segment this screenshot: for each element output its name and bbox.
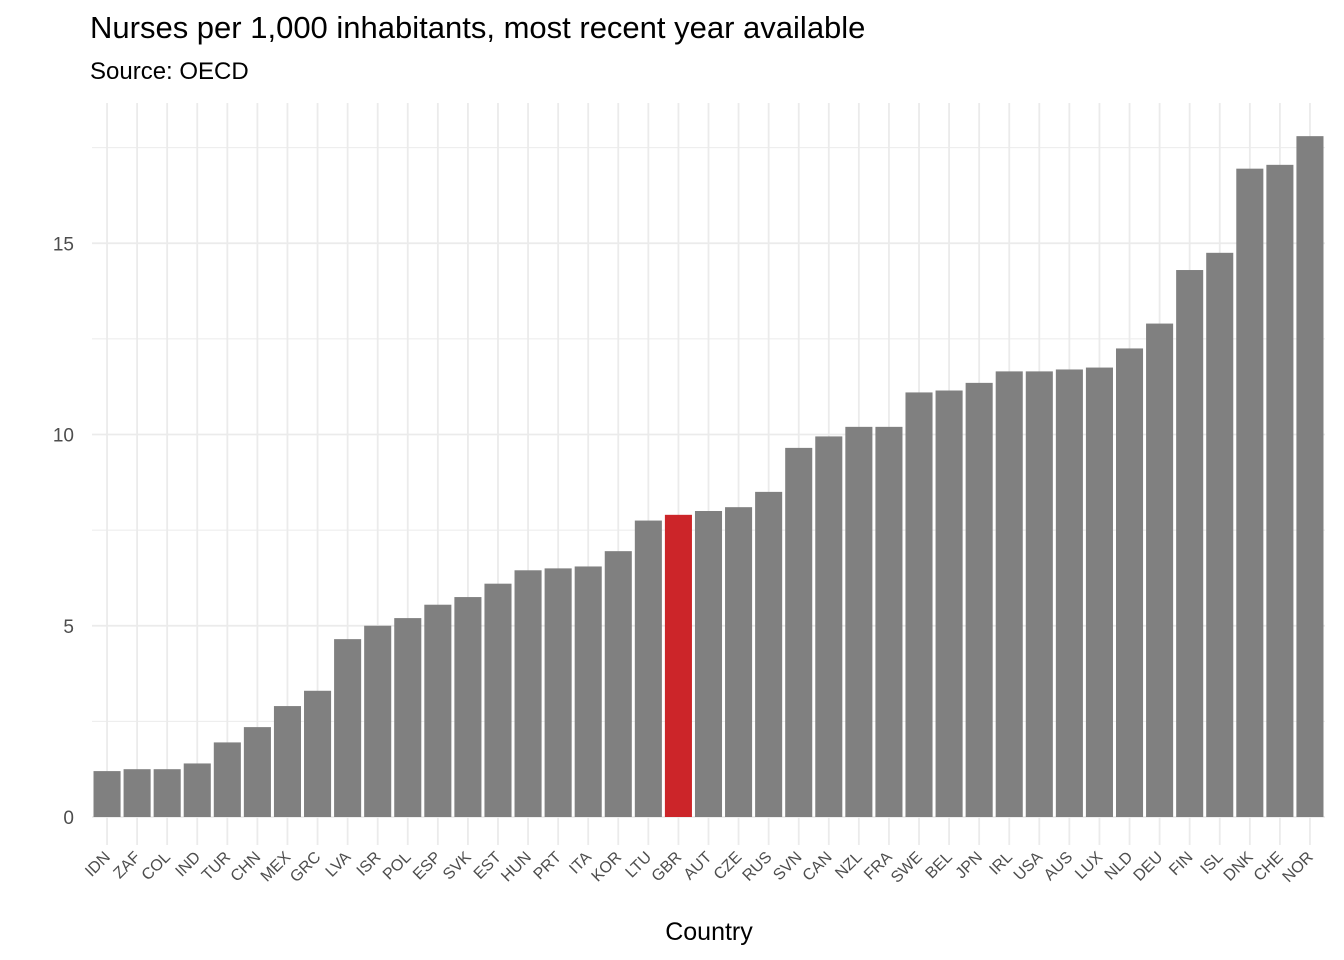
y-tick-label: 10 (53, 426, 74, 447)
x-tick-label: NZL (832, 849, 865, 882)
chart-subtitle: Source: OECD (90, 58, 249, 85)
x-tick-label: CHE (1251, 849, 1287, 885)
bar-tur (213, 742, 241, 817)
chart-title: Nurses per 1,000 inhabitants, most recen… (90, 10, 866, 45)
x-tick-label: NLD (1102, 849, 1137, 884)
x-tick-label: MEX (258, 849, 295, 886)
bar-grc (304, 690, 332, 817)
x-tick-label: GBR (649, 849, 686, 886)
x-tick-label: TUR (199, 849, 234, 884)
bar-fin (1176, 270, 1204, 817)
bar-aus (1055, 369, 1083, 817)
x-tick-label: JPN (953, 849, 986, 882)
x-tick-label: AUT (681, 849, 716, 884)
x-tick-label: LTU (623, 849, 656, 882)
x-tick-label: RUS (740, 849, 776, 885)
x-tick-label: POL (380, 849, 415, 884)
bar-mex (273, 706, 302, 817)
x-tick-label: FIN (1166, 849, 1196, 879)
bar-usa (1025, 371, 1053, 817)
x-tick-label: ESP (410, 849, 445, 884)
bar-irl (995, 371, 1023, 817)
bar-deu (1146, 323, 1174, 817)
bar-aut (694, 511, 723, 817)
x-tick-label: SWE (888, 849, 926, 887)
bar-dnk (1236, 168, 1264, 818)
x-tick-label: NOR (1280, 849, 1317, 886)
bar-col (153, 769, 181, 817)
bar-nld (1115, 348, 1144, 817)
x-tick-label: IDN (82, 849, 114, 881)
y-tick-label: 15 (53, 234, 74, 255)
bar-jpn (965, 382, 993, 817)
bar-ita (574, 566, 602, 817)
bar-fra (875, 426, 903, 817)
bar-idn (93, 771, 121, 817)
bar-can (815, 436, 843, 817)
bar-ind (183, 763, 211, 817)
bar-lux (1085, 367, 1113, 817)
bar-swe (905, 392, 933, 817)
bar-bel (935, 390, 963, 817)
bar-isl (1206, 252, 1234, 817)
bar-nzl (845, 426, 873, 817)
bars (93, 136, 1324, 818)
x-tick-label: CHN (228, 849, 265, 886)
x-tick-label: LVA (323, 849, 355, 881)
bar-esp (424, 604, 452, 817)
bar-hun (514, 570, 542, 817)
bar-ltu (634, 520, 662, 817)
bar-lva (334, 639, 362, 817)
y-tick-label: 5 (63, 617, 74, 638)
x-tick-label: USA (1011, 849, 1047, 885)
x-tick-label: BEL (923, 849, 956, 882)
bar-est (484, 583, 512, 817)
x-tick-label: SVN (770, 849, 805, 884)
bar-prt (544, 568, 572, 817)
bar-kor (604, 551, 632, 817)
x-tick-label: SVK (440, 849, 475, 884)
bar-isr (364, 625, 392, 817)
bar-svk (454, 597, 482, 817)
bar-cze (725, 507, 753, 817)
bar-rus (755, 491, 783, 817)
x-tick-label: HUN (498, 849, 535, 886)
bar-chn (243, 727, 271, 817)
x-tick-label: DEU (1131, 849, 1167, 885)
x-axis-title: Country (665, 918, 753, 946)
bar-che (1266, 164, 1294, 817)
y-axis-ticks: 0 5 10 15 (53, 234, 74, 829)
x-tick-label: PRT (531, 849, 566, 884)
x-tick-label: COL (139, 849, 174, 884)
bar-pol (394, 618, 422, 817)
x-tick-label: IND (173, 849, 205, 881)
x-tick-label: CAN (800, 849, 836, 885)
bar-nor (1296, 136, 1324, 817)
bar-zaf (123, 769, 151, 817)
y-tick-label: 0 (63, 808, 74, 829)
x-tick-label: GRC (287, 849, 324, 886)
bar-svn (785, 447, 813, 817)
x-tick-label: ISR (354, 849, 385, 880)
x-tick-label: DNK (1221, 849, 1257, 885)
x-tick-label: ZAF (111, 849, 145, 883)
x-tick-label: AUS (1041, 849, 1076, 884)
x-tick-label: LUX (1072, 849, 1106, 883)
bar-gbr (664, 514, 692, 817)
x-tick-label: KOR (589, 849, 626, 886)
x-tick-label: CZE (711, 849, 746, 884)
x-tick-label: EST (471, 849, 505, 883)
